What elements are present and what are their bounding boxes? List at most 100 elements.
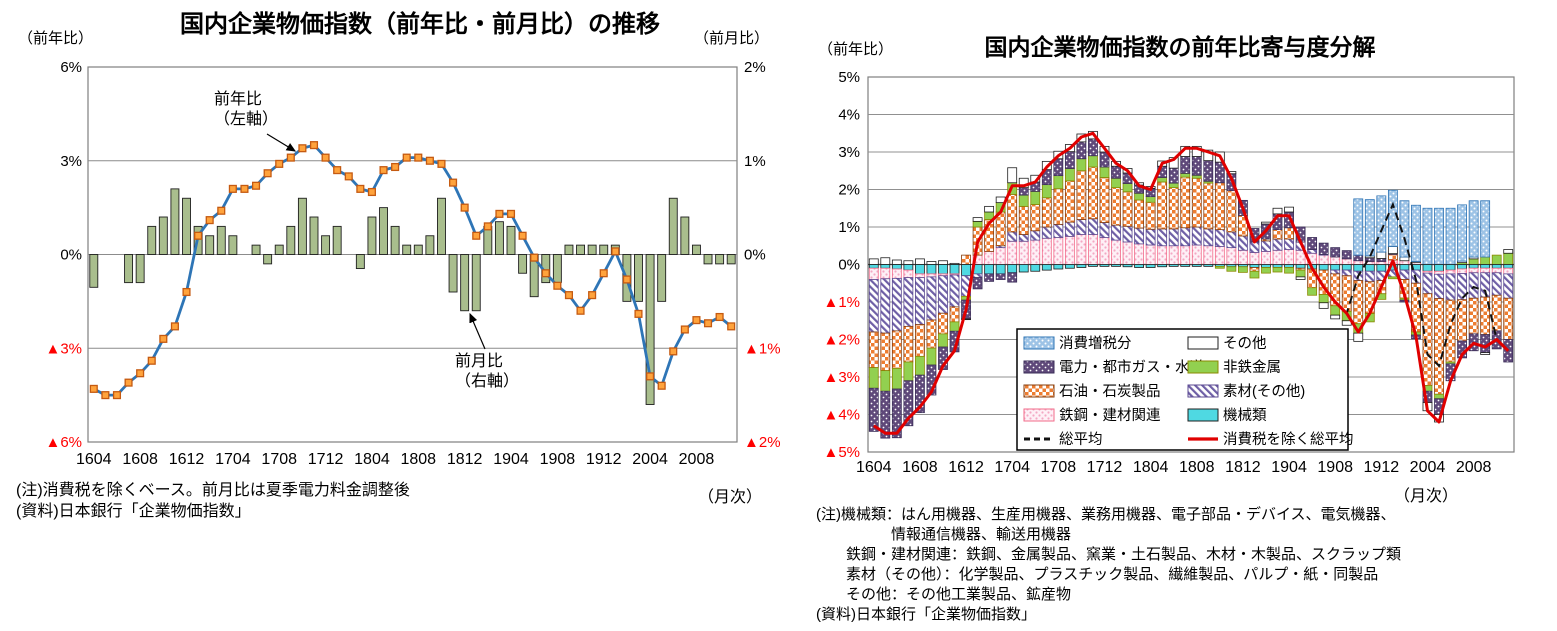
stack-segment-materials <box>1064 221 1075 237</box>
stack-segment-electricity <box>1341 250 1352 260</box>
stack-segment-nonferrous <box>1434 393 1444 400</box>
stack-segment-machinery <box>903 264 914 271</box>
x-axis-label: 1604 <box>856 459 892 476</box>
yoy-marker <box>298 144 307 153</box>
stack-segment-materials <box>1168 228 1179 247</box>
stack-segment-machinery <box>1330 264 1341 271</box>
yoy-marker <box>449 178 458 187</box>
y-axis-left-label: 0% <box>60 247 82 264</box>
stack-segment-others <box>972 217 983 222</box>
stack-segment-others <box>1387 246 1398 255</box>
yoy-marker <box>622 275 631 284</box>
right-chart-note-2: 情報通信機器、輸送用機器 <box>816 526 1072 543</box>
y-axis-label: ▲1% <box>823 294 860 311</box>
stack-segment-nonferrous <box>1053 175 1064 190</box>
mom-bar <box>216 225 226 255</box>
stack-segment-steel <box>1157 245 1168 265</box>
stack-segment-nonferrous <box>1318 294 1329 304</box>
stack-segment-machinery <box>1134 264 1144 268</box>
mom-bar <box>425 235 435 255</box>
stack-segment-others <box>1284 206 1294 213</box>
mom-bar <box>263 254 273 265</box>
mom-bar <box>321 235 331 255</box>
mom-bar <box>379 207 388 255</box>
stack-segment-oil <box>1491 294 1502 332</box>
legend-label: 消費増税分 <box>1059 335 1132 352</box>
stack-segment-nonferrous <box>1238 266 1248 273</box>
x-axis-label: 1808 <box>400 451 436 468</box>
stack-segment-electricity <box>1018 187 1029 196</box>
stack-segment-nonferrous <box>1491 254 1502 265</box>
y-axis-right-label: ▲1% <box>744 340 780 357</box>
x-axis-label: 1712 <box>308 451 344 468</box>
yoy-marker <box>703 319 713 328</box>
stack-segment-nonferrous <box>1295 269 1306 278</box>
stack-segment-nonferrous <box>1503 252 1514 265</box>
yoy-marker <box>356 184 365 193</box>
y-axis-label: 2% <box>838 182 860 199</box>
mom-bar <box>309 216 319 255</box>
stack-segment-steel <box>1503 267 1514 275</box>
stack-segment-nonferrous <box>926 347 937 366</box>
stack-segment-steel <box>903 269 914 279</box>
stack-segment-machinery <box>961 264 971 277</box>
stack-segment-nonferrous <box>1030 190 1041 205</box>
stack-segment-oil <box>1076 170 1087 220</box>
y-axis-right-label: ▲2% <box>744 434 780 451</box>
stack-segment-materials <box>938 275 948 314</box>
stack-segment-nonferrous <box>1191 174 1202 179</box>
x-axis-label: 2004 <box>1410 459 1446 476</box>
stack-segment-machinery <box>1180 264 1191 267</box>
right-chart-frequency-label: （月次） <box>1394 488 1459 505</box>
stack-segment-nonferrous <box>1111 177 1121 189</box>
left-chart-right-axis-unit: （前月比） <box>694 30 770 47</box>
right-chart-note-1: (注)機械類：はん用機器、生産用機器、業務用機器、電子部品・デバイス、電気機器、 <box>816 506 1396 523</box>
stack-segment-machinery <box>1157 264 1168 268</box>
mom-bar <box>657 254 667 302</box>
y-axis-right-label: 2% <box>744 59 766 76</box>
stack-segment-tax <box>1364 199 1375 257</box>
mom-bar <box>691 244 701 255</box>
left-chart-frequency-label: （月次） <box>698 489 763 506</box>
mom-bar <box>147 225 157 255</box>
stack-segment-electricity <box>1180 156 1191 174</box>
mom-bar <box>274 244 284 255</box>
stack-segment-electricity <box>972 277 983 290</box>
stack-segment-others <box>961 318 971 321</box>
stack-segment-tax <box>1434 207 1444 265</box>
stack-segment-electricity <box>1111 165 1121 179</box>
stack-segment-steel <box>1480 267 1491 274</box>
yoy-marker <box>333 166 342 175</box>
stack-segment-oil <box>949 306 960 323</box>
stack-segment-materials <box>1341 269 1352 277</box>
annotation-text: 前月比（右軸） <box>455 352 519 390</box>
stack-segment-oil <box>1387 253 1398 261</box>
stack-segment-materials <box>1422 272 1433 295</box>
stack-segment-steel <box>1122 241 1133 265</box>
stack-segment-materials <box>1399 269 1410 280</box>
yoy-marker <box>460 203 469 212</box>
stack-segment-machinery <box>1145 264 1156 268</box>
stack-segment-oil <box>1284 227 1294 240</box>
stack-segment-materials <box>880 278 891 334</box>
legend-swatch-electricity <box>1023 360 1055 374</box>
legend-swatch-nonferrous <box>1187 360 1219 374</box>
stack-segment-others <box>880 257 891 265</box>
mom-bar <box>564 244 574 255</box>
stack-segment-materials <box>1088 218 1098 235</box>
stack-segment-materials <box>1191 226 1202 246</box>
yoy-marker <box>205 216 214 225</box>
yoy-marker <box>309 141 319 150</box>
stack-segment-steel <box>1030 239 1041 265</box>
stack-segment-steel <box>1272 249 1283 265</box>
stack-segment-oil <box>1145 201 1156 230</box>
stack-segment-oil <box>1341 275 1352 312</box>
legend-label: 消費税を除く総平均 <box>1223 431 1354 448</box>
stack-segment-steel <box>1284 249 1294 265</box>
legend-swatch-others <box>1187 336 1219 350</box>
yoy-marker <box>240 184 249 193</box>
yoy-marker <box>112 391 122 400</box>
stack-segment-machinery <box>1272 264 1283 268</box>
yoy-marker <box>692 316 701 325</box>
stack-segment-oil <box>926 319 937 349</box>
